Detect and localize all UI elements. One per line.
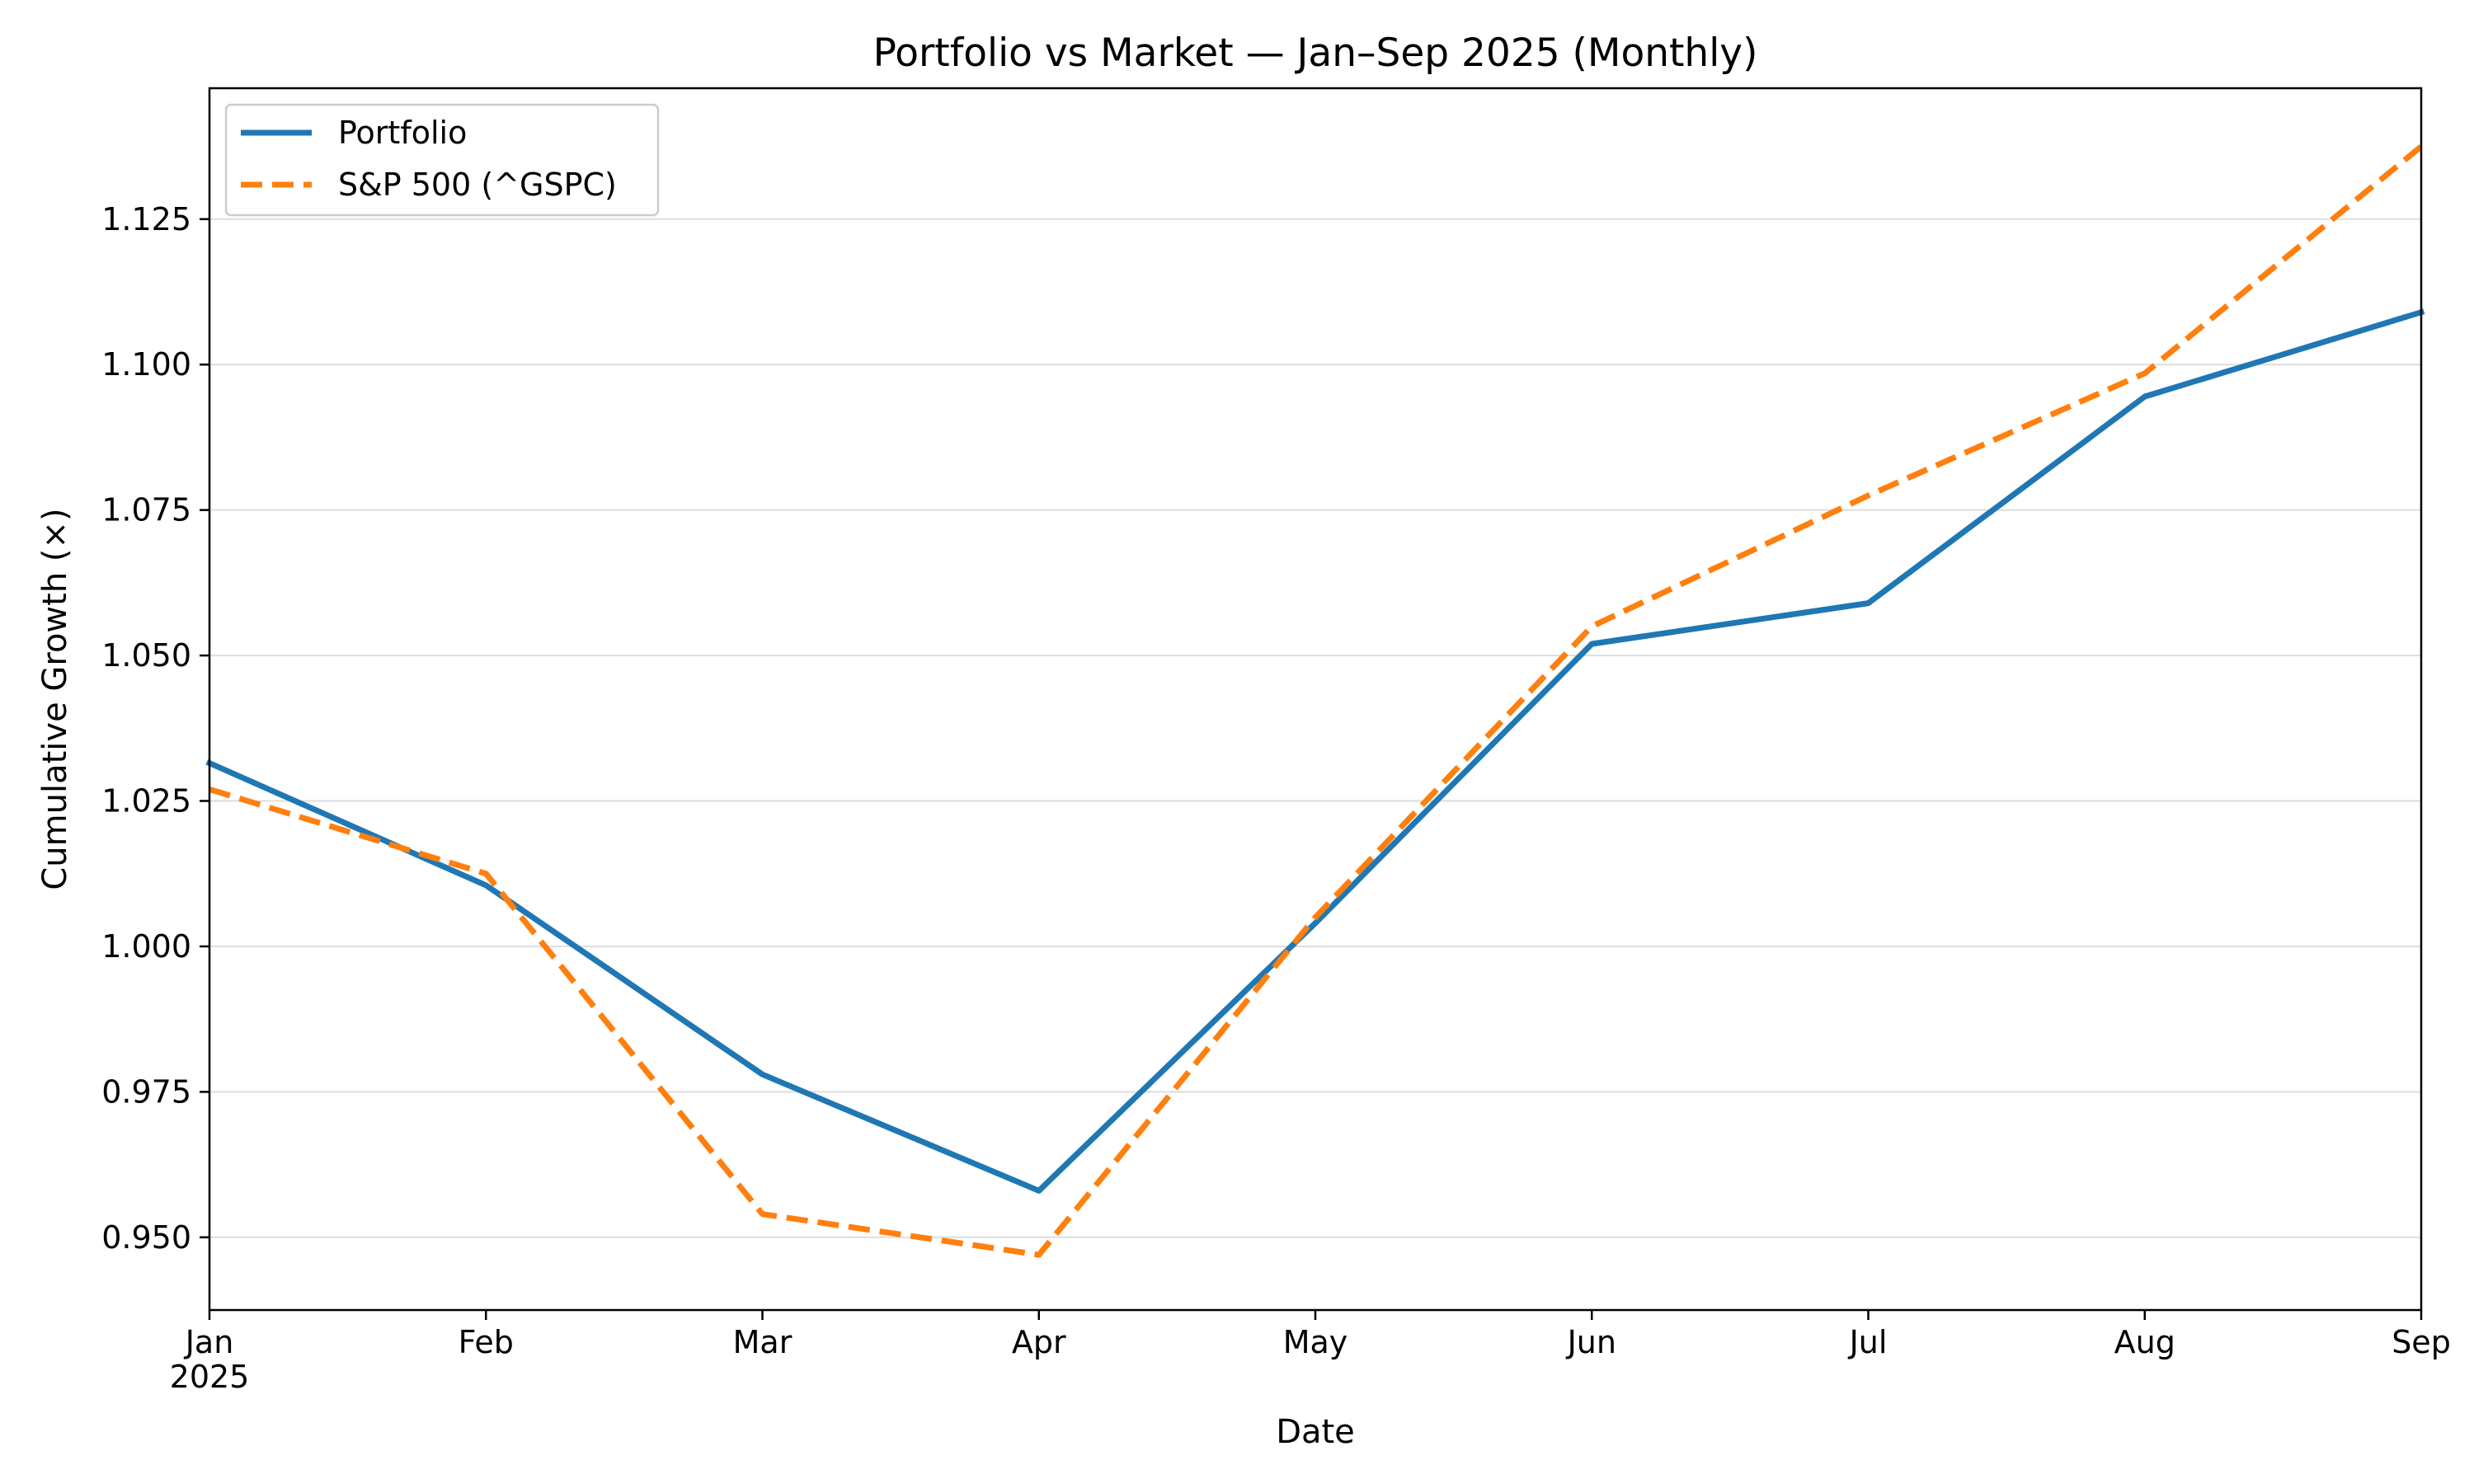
series-lines [205,143,2425,1258]
x-tick-label: Jul [1848,1324,1888,1360]
y-tick-label: 1.000 [101,928,191,965]
x-tick-label: Mar [733,1324,793,1360]
x-axis: Jan Feb Mar Apr May Jun Jul Aug Sep [184,1310,2451,1360]
x-tick-label: May [1283,1324,1348,1360]
x-tick-label: Apr [1012,1324,1066,1360]
y-tick-label: 1.050 [101,637,191,674]
plot-area-frame [208,87,2423,1312]
x-tick-label: Jun [1566,1324,1616,1360]
y-tick-label: 1.100 [101,346,191,383]
y-tick-label: 1.125 [101,201,191,237]
chart-title: Portfolio vs Market — Jan–Sep 2025 (Mont… [873,31,1758,76]
x-axis-year-label: 2025 [170,1359,250,1395]
x-tick-label: Sep [2392,1324,2451,1360]
y-tick-label: 1.075 [101,492,191,528]
legend-label-sp500: S&P 500 (^GSPC) [338,167,617,203]
series-line-sp500 [208,143,2424,1258]
y-tick-label: 0.950 [101,1219,191,1256]
y-tick-label: 1.025 [101,783,191,819]
y-tick-label: 0.975 [101,1073,191,1110]
x-axis-title: Date [1276,1413,1355,1451]
legend-box [224,103,660,217]
legend: Portfolio S&P 500 (^GSPC) [224,103,660,217]
legend-label-portfolio: Portfolio [338,115,467,151]
y-axis-title: Cumulative Growth (×) [36,508,74,890]
series-line-portfolio [205,308,2425,1194]
x-tick-label: Feb [459,1324,514,1360]
y-axis: 0.950 0.975 1.000 1.025 1.050 1.075 1.100 1.125 [101,201,209,1256]
x-tick-label: Aug [2114,1324,2175,1360]
grid-lines [209,218,2421,1238]
x-tick-label: Jan [184,1324,234,1360]
